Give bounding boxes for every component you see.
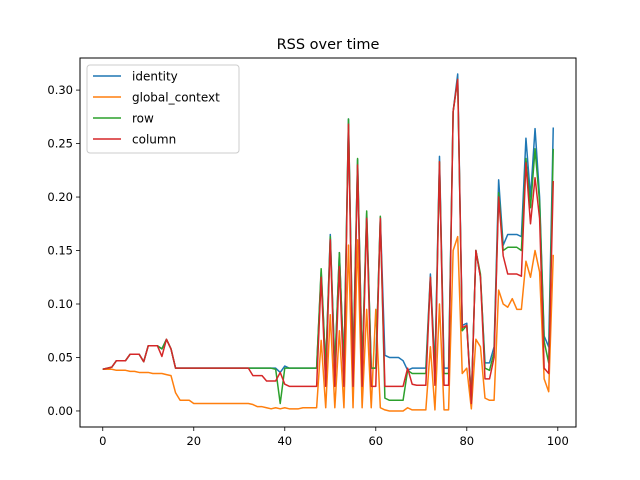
chart-title: RSS over time (277, 37, 380, 53)
plot-area: 0 20 40 60 80 100 0.00 0.05 0.10 0.15 0.20 0.25 0.30 (47, 73, 569, 448)
legend-box (86, 64, 240, 154)
y-tick-label: 0.15 (47, 244, 73, 258)
y-tick-label: 0.25 (47, 137, 73, 151)
x-tick-label: 60 (368, 434, 383, 448)
x-tick-label: 0 (99, 434, 106, 448)
x-tick-label: 40 (277, 434, 292, 448)
x-tick-label: 100 (547, 434, 569, 448)
x-tick-label: 80 (459, 434, 474, 448)
y-tick-label: 0.30 (47, 83, 73, 97)
y-tick-label: 0.00 (47, 404, 73, 418)
series-line-column (102, 78, 554, 405)
y-tick-label: 0.10 (47, 297, 73, 311)
legend-label: row (132, 112, 154, 126)
legend-label: global_context (132, 91, 220, 105)
x-tick-label: 20 (186, 434, 201, 448)
legend-label: identity (132, 70, 178, 84)
legend-label: column (132, 133, 176, 147)
y-tick-label: 0.05 (47, 350, 73, 364)
y-tick-label: 0.20 (47, 190, 73, 204)
axes-frame (79, 57, 577, 428)
series-line-global-context (102, 235, 554, 412)
